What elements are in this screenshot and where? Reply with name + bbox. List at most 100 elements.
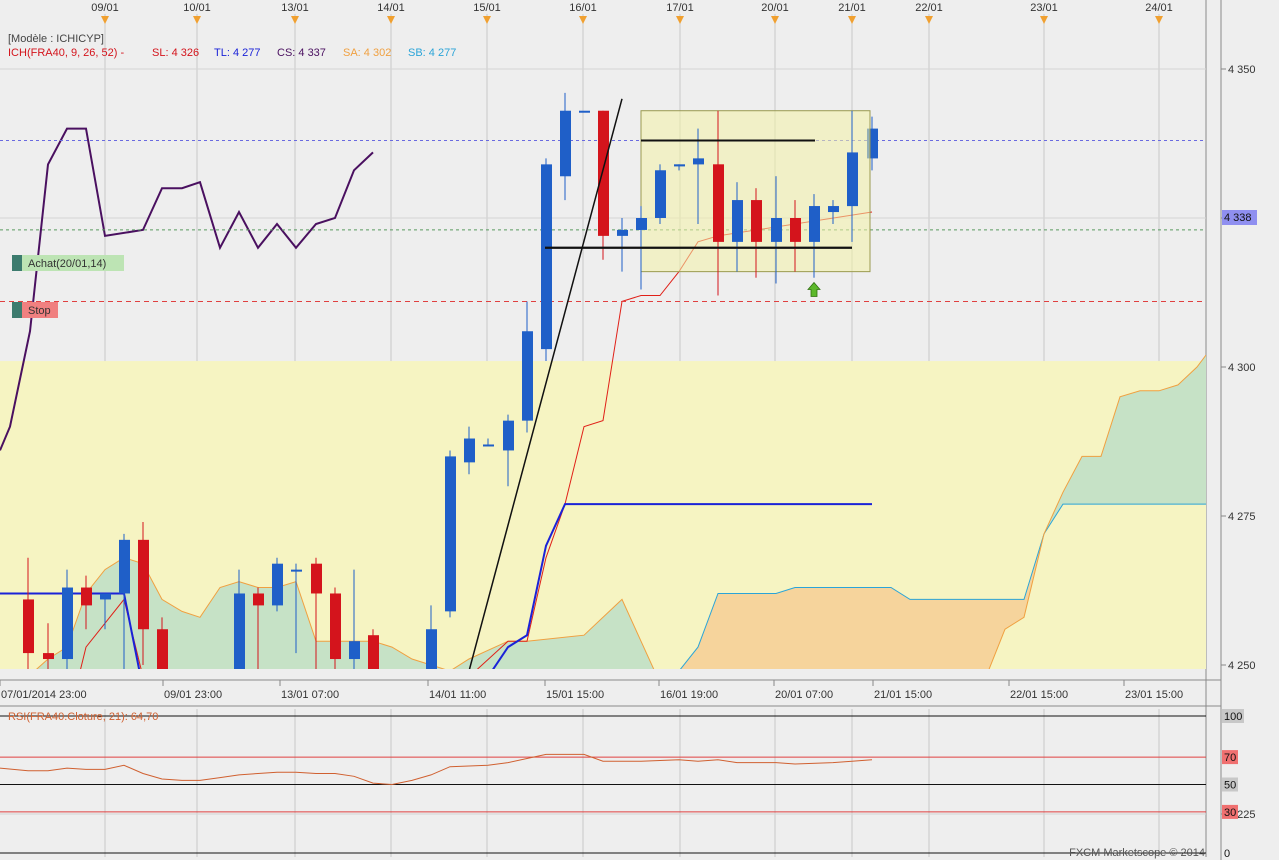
cloud-bear-segment [1002, 599, 1004, 637]
cloud-bear-segment [754, 593, 756, 669]
cloud-bull-segment [194, 615, 196, 669]
cloud-bear-segment [826, 587, 828, 669]
cloud-bull-segment [598, 620, 600, 669]
date-marker-icon [848, 16, 856, 24]
candle-bull [828, 206, 839, 213]
date-tick-label: 20/01 [761, 2, 789, 14]
time-tick-label: 14/01 11:00 [429, 689, 486, 701]
cloud-bull-segment [580, 635, 582, 669]
cloud-bear-segment [1030, 573, 1032, 593]
cloud-bear-segment [776, 592, 778, 669]
cloud-bull-segment [328, 641, 330, 669]
cloud-bear-segment [702, 631, 704, 669]
cloud-bear-segment [730, 593, 732, 669]
candle-bull [771, 218, 782, 242]
rsi-plot-area [0, 709, 1206, 857]
cloud-bull-segment [466, 659, 468, 669]
achat-tag[interactable] [22, 255, 124, 271]
cloud-bear-segment [998, 599, 1000, 647]
cloud-bear-segment [932, 599, 934, 669]
cloud-bull-segment [182, 611, 184, 669]
cloud-bull-segment [1184, 377, 1186, 505]
cloud-bull-segment [326, 641, 328, 669]
cloud-bull-segment [602, 616, 604, 669]
cloud-bear-segment [700, 636, 702, 669]
cloud-bear-segment [978, 599, 980, 669]
candle-bull [272, 563, 283, 606]
cloud-bull-segment [268, 587, 270, 669]
cloud-bull-segment [1132, 392, 1134, 505]
cloud-bear-segment [980, 599, 982, 669]
cloud-bull-segment [264, 587, 266, 669]
cloud-bull-segment [532, 640, 534, 669]
cloud-bear-segment [920, 599, 922, 669]
candle-bull [426, 629, 437, 669]
cloud-bull-segment [208, 602, 210, 669]
cloud-bull-segment [400, 651, 402, 669]
date-marker-icon [483, 16, 491, 24]
achat-handle[interactable] [12, 255, 22, 271]
candle-bull [522, 331, 533, 421]
senkou-b-line [679, 503, 1206, 669]
cloud-bear-segment [670, 671, 672, 683]
date-marker-icon [771, 16, 779, 24]
cloud-bear-segment [758, 593, 760, 669]
cloud-bull-segment [248, 584, 250, 669]
cloud-bull-segment [186, 612, 188, 669]
cloud-bull-segment [1190, 371, 1192, 505]
cs-label: CS: 4 337 [277, 47, 326, 59]
cloud-bull-segment [1090, 456, 1092, 505]
price-tick-label: 4 275 [1228, 511, 1256, 523]
cloud-bear-segment [1000, 599, 1002, 642]
candle-bear [311, 563, 322, 594]
stop-handle[interactable] [12, 302, 22, 318]
cloud-bull-segment [202, 611, 204, 669]
cloud-bear-segment [804, 587, 806, 669]
cloud-bear-segment [864, 587, 866, 669]
candle-bear [751, 200, 762, 242]
cloud-bull-segment [362, 641, 364, 669]
candle-bull [579, 110, 590, 113]
cloud-bull-segment [618, 601, 620, 669]
cloud-bull-segment [1064, 486, 1066, 505]
cloud-bull-segment [226, 585, 228, 669]
cloud-bull-segment [1188, 373, 1190, 505]
cloud-bull-segment [606, 612, 608, 669]
cloud-bull-segment [492, 647, 494, 669]
cloud-bull-segment [90, 585, 92, 669]
cloud-bear-segment [882, 587, 884, 669]
stop-tag[interactable] [22, 302, 58, 318]
cloud-bear-segment [1004, 599, 1006, 632]
cloud-bull-segment [384, 644, 386, 669]
candle-bull [867, 128, 878, 159]
cloud-bull-segment [222, 586, 224, 669]
cloud-bull-segment [594, 623, 596, 669]
price-tick-label: 4 250 [1228, 660, 1256, 672]
rsi-level-label: 0 [1224, 848, 1230, 860]
cloud-bear-segment [818, 587, 820, 669]
cloud-bull-segment [644, 647, 646, 669]
cloud-bear-segment [850, 587, 852, 669]
cloud-bull-segment [112, 563, 114, 669]
cloud-bear-segment [728, 593, 730, 669]
cloud-bull-segment [60, 650, 62, 669]
current-price-tag [1222, 210, 1257, 225]
cloud-bull-segment [648, 656, 650, 669]
cloud-bull-segment [572, 636, 574, 669]
cloud-bear-segment [740, 593, 742, 669]
cloud-bear-segment [726, 593, 728, 669]
cloud-bear-segment [696, 647, 698, 669]
cloud-bull-segment [274, 587, 276, 669]
date-marker-icon [193, 16, 201, 24]
time-tick-label: 13/01 07:00 [281, 689, 339, 701]
cloud-bull-segment [170, 604, 172, 669]
cloud-bull-segment [1122, 395, 1124, 505]
date-marker-icon [676, 16, 684, 24]
cloud-bull-segment [570, 636, 572, 669]
cloud-bull-segment [216, 590, 218, 669]
cloud-bull-segment [204, 608, 206, 669]
cloud-bull-segment [1112, 415, 1114, 505]
cloud-bull-segment [272, 587, 274, 669]
cloud-bull-segment [626, 608, 628, 669]
cloud-bear-segment [774, 593, 776, 669]
